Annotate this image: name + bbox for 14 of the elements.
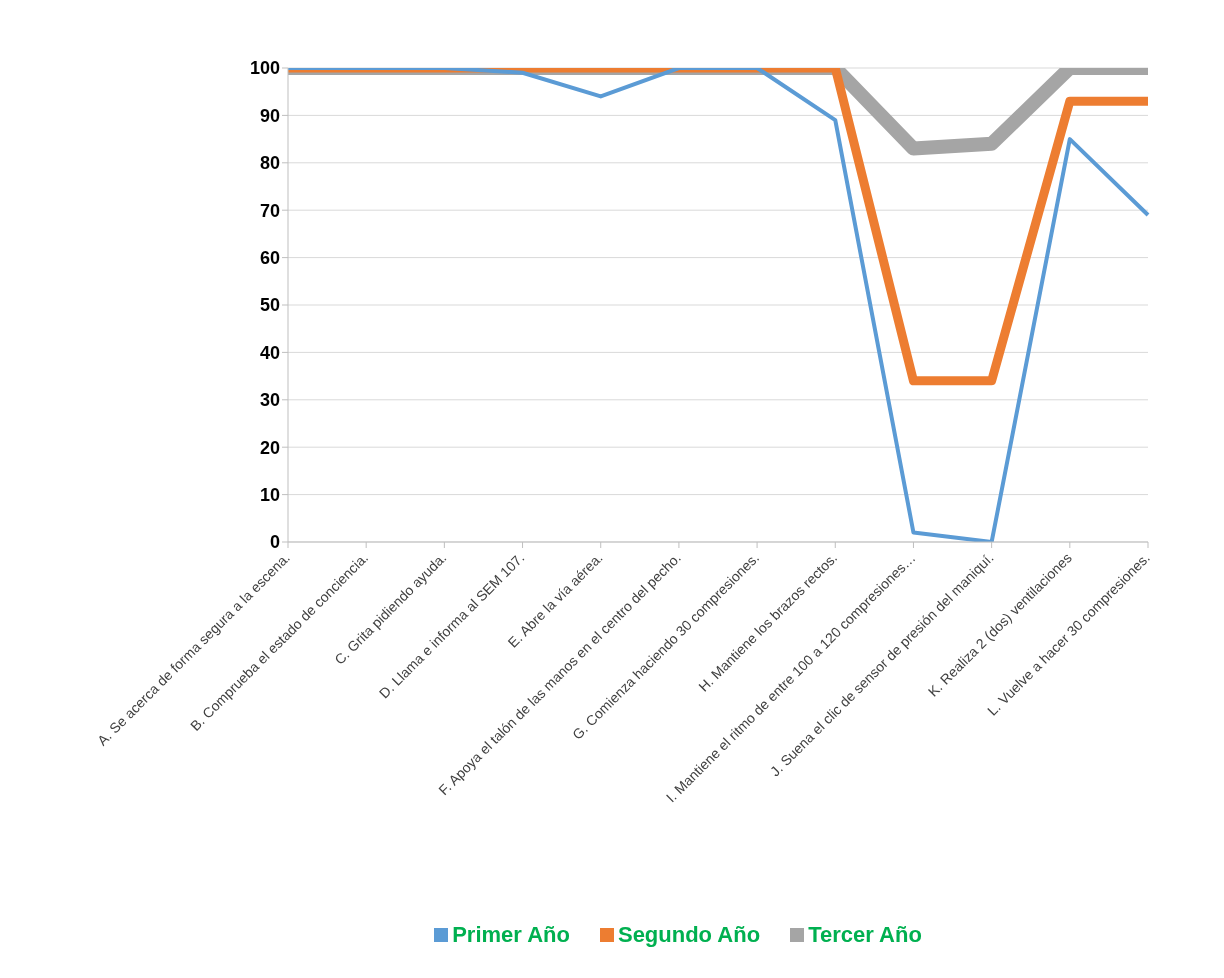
y-tick-label: 50	[259, 295, 280, 316]
y-tick-label: 40	[259, 342, 280, 363]
y-tick-label: 30	[259, 390, 280, 411]
legend-label: Tercer Año	[808, 922, 922, 947]
legend-label: Primer Año	[452, 922, 570, 947]
y-tick-label: 60	[259, 247, 280, 268]
legend-label: Segundo Año	[617, 922, 761, 947]
y-tick-label: 70	[259, 200, 280, 221]
y-tick-label: 100	[249, 58, 280, 79]
y-tick-label: 10	[259, 484, 280, 505]
y-tick-label: 0	[269, 532, 280, 553]
y-tick-label: 90	[259, 105, 280, 126]
y-tick-label: 20	[259, 437, 280, 458]
y-tick-label: 80	[259, 153, 280, 174]
